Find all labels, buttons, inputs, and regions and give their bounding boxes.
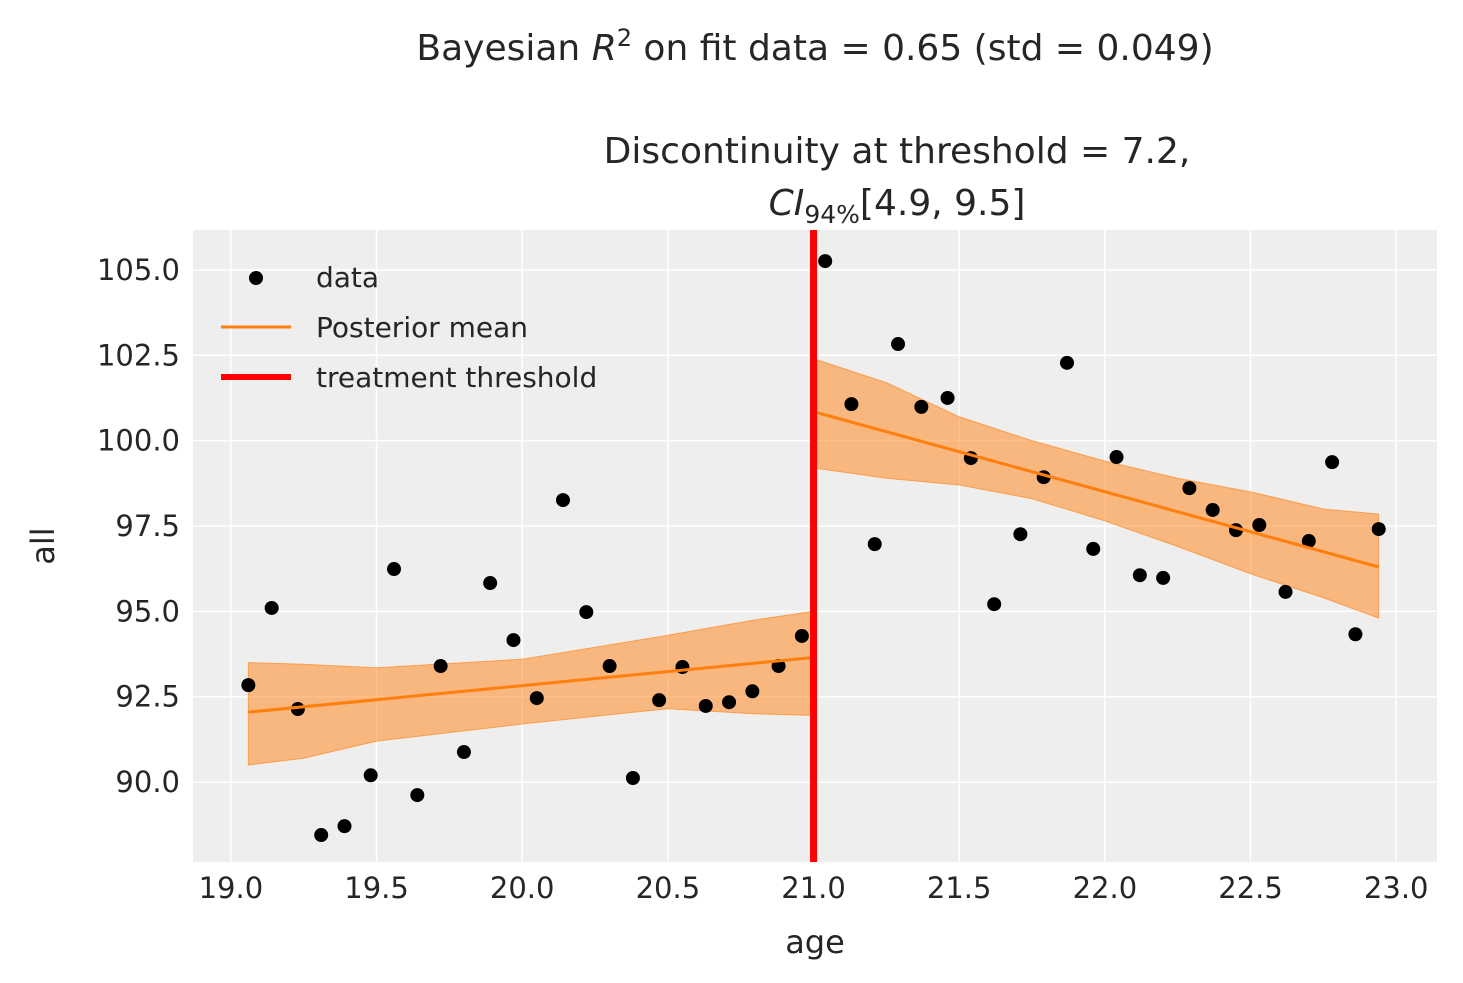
data-point (914, 399, 929, 414)
x-axis-label: age (785, 923, 845, 961)
chart-subtitle-line1: Discontinuity at threshold = 7.2, (604, 131, 1191, 172)
data-point (652, 693, 667, 708)
data-point (363, 768, 378, 783)
x-tick-label: 21.5 (927, 871, 992, 905)
data-point (1371, 522, 1386, 537)
data-point (1278, 584, 1293, 599)
posterior-mean-lines (248, 410, 1380, 714)
data-point (1156, 570, 1171, 585)
data-point (1132, 568, 1147, 583)
data-point (625, 771, 640, 786)
data-point (794, 628, 809, 643)
data-point (1182, 481, 1197, 496)
data-point (867, 537, 882, 552)
x-tick-label: 22.5 (1218, 871, 1283, 905)
data-point (1325, 455, 1340, 470)
data-point (264, 600, 279, 615)
data-point (1205, 502, 1220, 517)
data-point (387, 562, 402, 577)
y-tick-label: 95.0 (115, 594, 180, 628)
y-axis-label: all (24, 527, 62, 564)
data-point (698, 698, 713, 713)
y-tick-label: 97.5 (115, 509, 180, 543)
data-point (483, 576, 498, 591)
x-tick-label: 23.0 (1364, 871, 1429, 905)
x-tick-label: 20.0 (490, 871, 555, 905)
data-point (940, 390, 955, 405)
data-point (579, 605, 594, 620)
y-tick-label: 100.0 (97, 424, 180, 458)
x-tick-label: 22.0 (1073, 871, 1138, 905)
legend: data Posterior mean treatment threshold (221, 261, 597, 394)
data-point (456, 745, 471, 760)
data-point (529, 691, 544, 706)
data-point (1086, 541, 1101, 556)
data-point (337, 819, 352, 834)
data-point (891, 337, 906, 352)
data-point (1013, 527, 1028, 542)
data-point (1348, 627, 1363, 642)
data-point (602, 659, 617, 674)
data-point (410, 788, 425, 803)
data-point (818, 254, 833, 269)
x-tick-label: 19.5 (344, 871, 409, 905)
data-point (987, 597, 1002, 612)
y-tick-label: 105.0 (97, 253, 180, 287)
x-tick-label: 19.0 (199, 871, 264, 905)
data-point (314, 828, 329, 843)
data-point (1252, 518, 1267, 533)
posterior-mean-line (813, 410, 1380, 569)
data-point (241, 678, 256, 693)
data-point (745, 684, 760, 699)
x-tick-label: 21.0 (781, 871, 846, 905)
chart-title: Bayesian R2 on fit data = 0.65 (std = 0.… (416, 24, 1213, 69)
x-tick-label: 20.5 (636, 871, 701, 905)
legend-label-posterior-mean: Posterior mean (316, 311, 528, 344)
y-tick-label: 90.0 (115, 765, 180, 799)
data-point (1060, 355, 1075, 370)
data-point (844, 397, 859, 412)
data-point (1301, 534, 1316, 549)
legend-data-marker (249, 271, 263, 285)
data-point (722, 695, 737, 710)
data-point (1109, 450, 1124, 465)
legend-label-treatment-threshold: treatment threshold (316, 361, 597, 394)
data-point (433, 659, 448, 674)
y-tick-label: 92.5 (115, 680, 180, 714)
data-point (506, 633, 521, 648)
tick-labels: 19.0 19.5 20.0 20.5 21.0 21.5 22.0 22.5 23.0 90.0… (97, 253, 1429, 905)
chart-subtitle-line2: CI94%[4.9, 9.5] (769, 183, 1026, 229)
y-tick-label: 102.5 (97, 338, 180, 372)
data-point (555, 493, 570, 508)
posterior-mean-line (248, 655, 814, 714)
legend-label-data: data (316, 261, 379, 294)
